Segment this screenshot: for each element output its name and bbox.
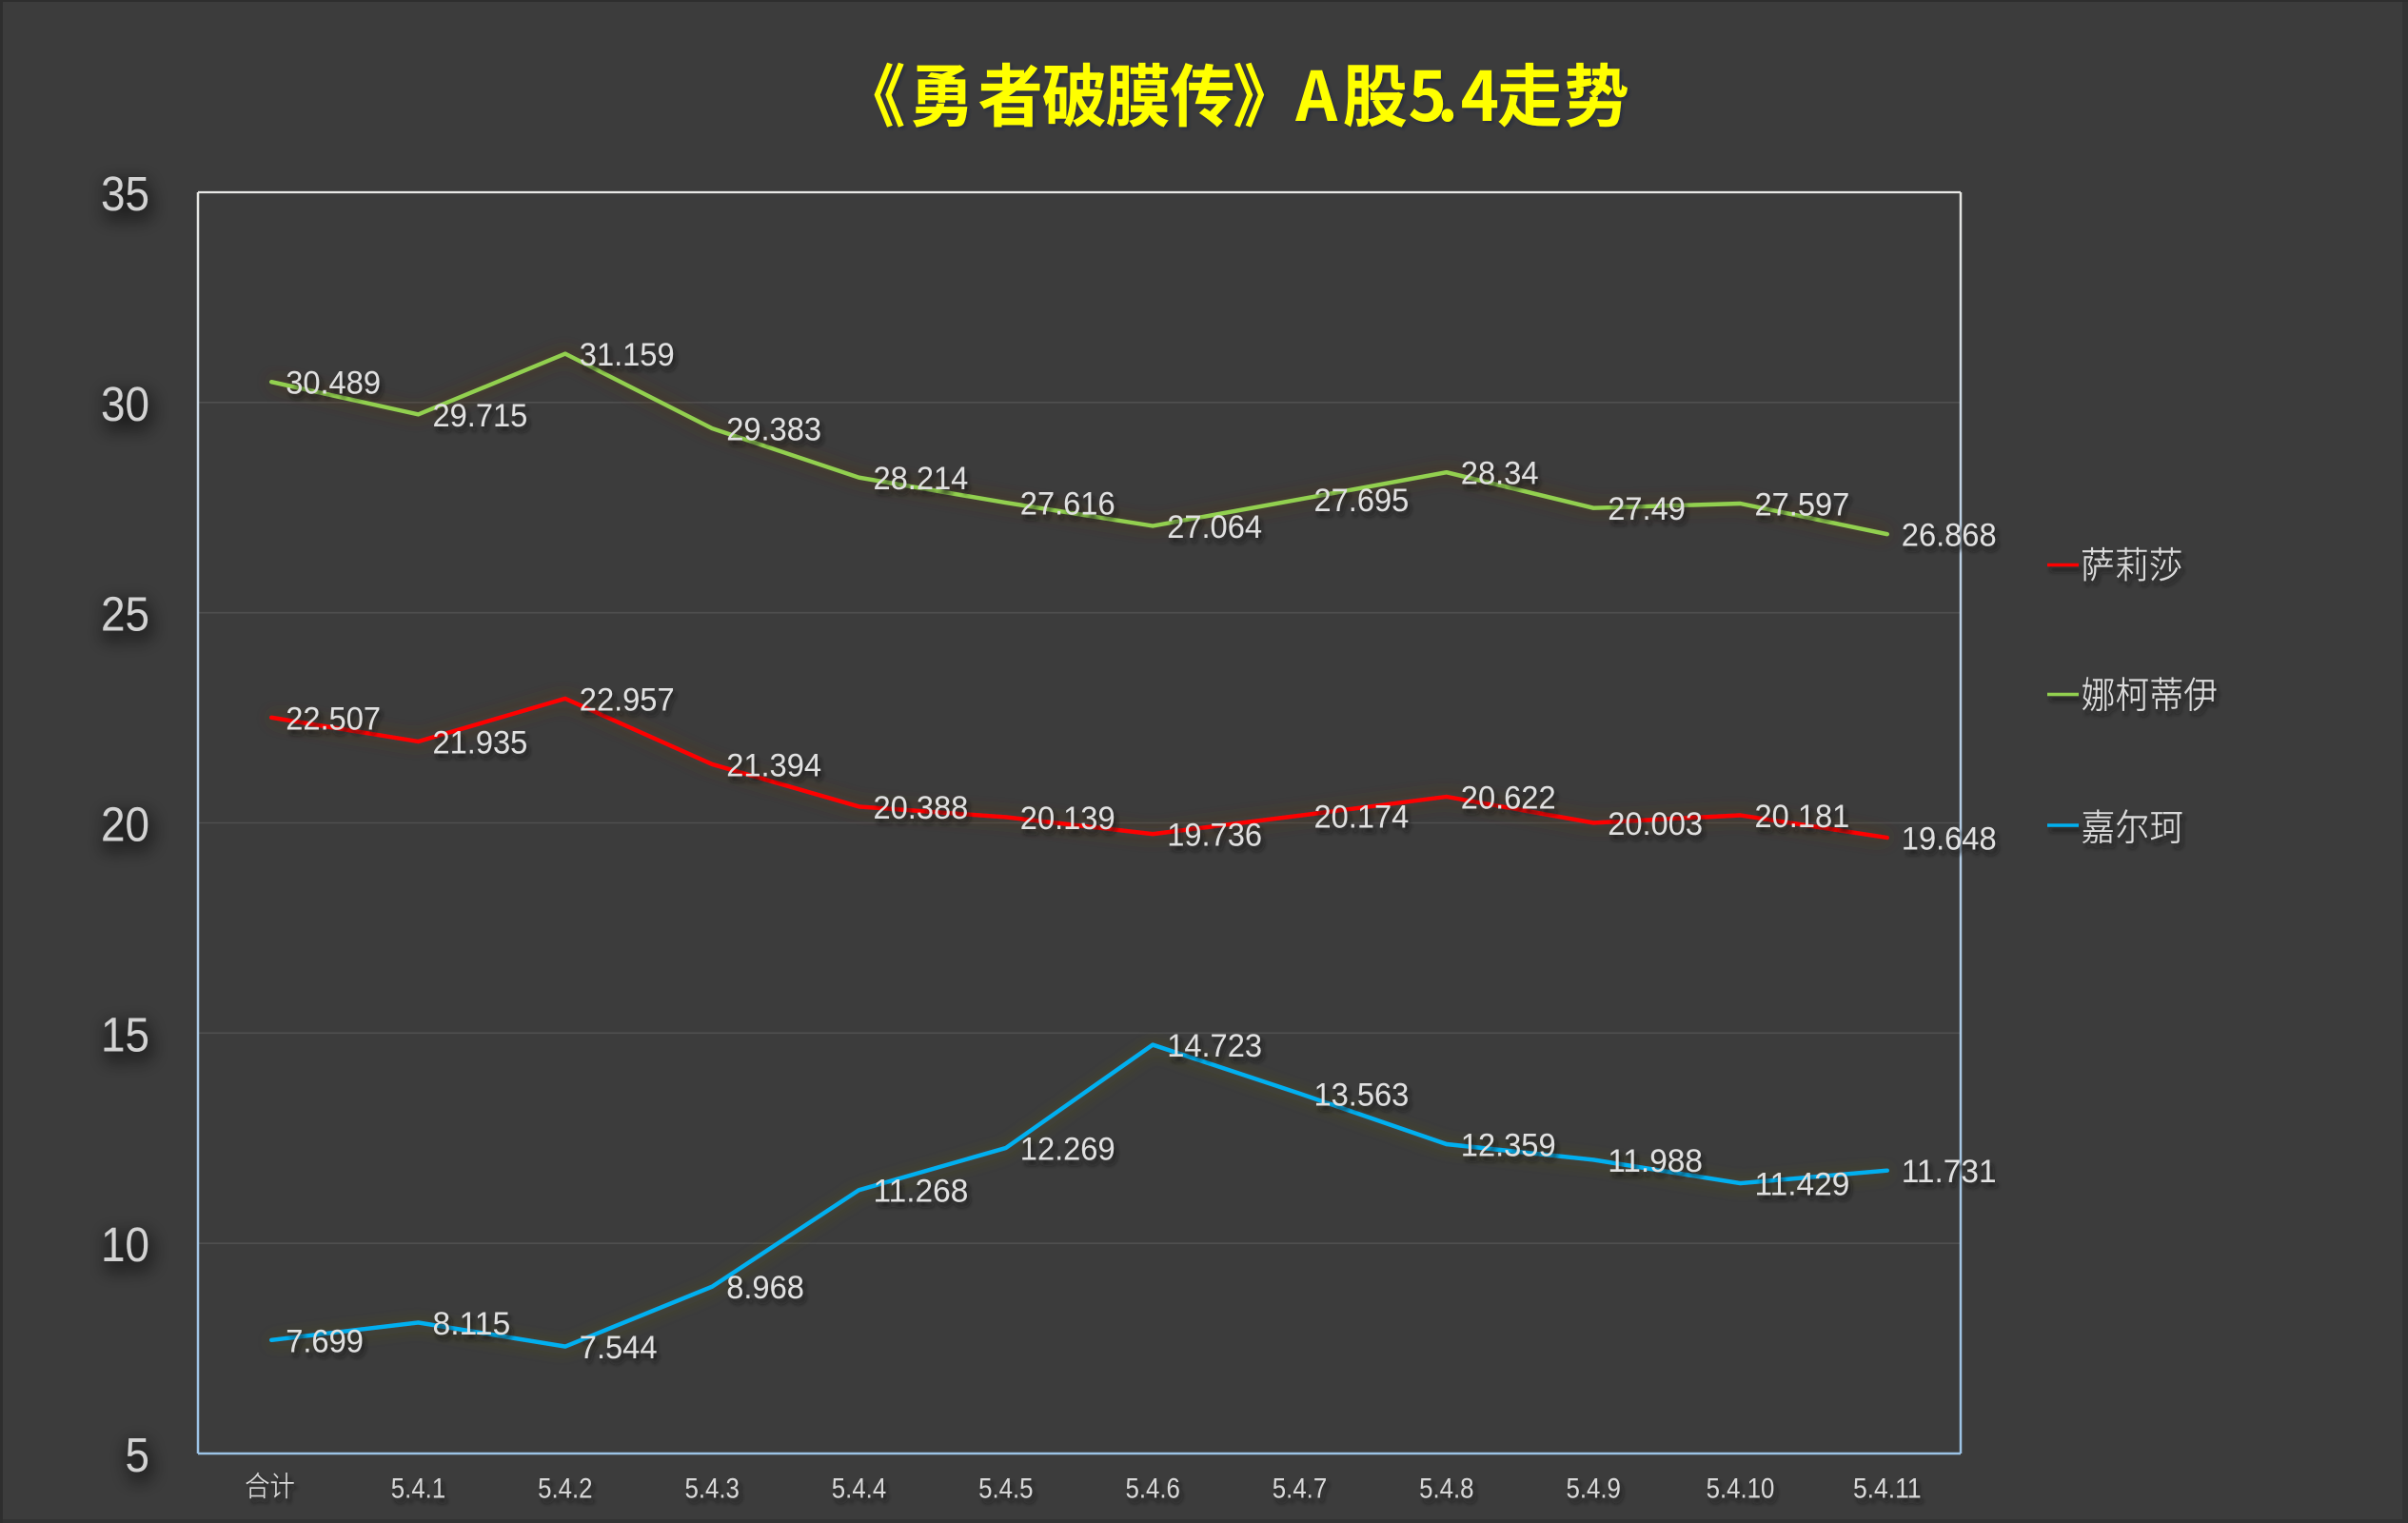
svg-text:5: 5 (126, 1428, 150, 1482)
svg-text:5.4.9: 5.4.9 (1567, 1474, 1621, 1505)
svg-text:20.139: 20.139 (1020, 801, 1115, 837)
svg-text:12.269: 12.269 (1020, 1132, 1115, 1168)
svg-text:20.003: 20.003 (1608, 806, 1703, 842)
svg-text:11.988: 11.988 (1608, 1143, 1703, 1179)
svg-text:27.49: 27.49 (1608, 491, 1686, 527)
svg-text:7.544: 7.544 (580, 1330, 658, 1366)
svg-text:5.4.2: 5.4.2 (538, 1474, 592, 1505)
svg-text:10: 10 (101, 1217, 149, 1272)
svg-text:5.4.4: 5.4.4 (832, 1474, 886, 1505)
svg-text:14.723: 14.723 (1167, 1028, 1262, 1064)
svg-text:27.597: 27.597 (1755, 487, 1850, 524)
svg-text:31.159: 31.159 (580, 337, 675, 373)
svg-text:11.268: 11.268 (874, 1174, 969, 1210)
svg-text:19.736: 19.736 (1167, 818, 1262, 854)
svg-text:5.4.10: 5.4.10 (1707, 1474, 1775, 1505)
svg-text:29.715: 29.715 (433, 398, 528, 434)
svg-text:8.115: 8.115 (433, 1306, 511, 1342)
svg-text:12.359: 12.359 (1461, 1128, 1556, 1164)
svg-text:20.388: 20.388 (874, 790, 969, 826)
svg-text:26.868: 26.868 (1902, 518, 1997, 554)
svg-text:29.383: 29.383 (726, 412, 821, 448)
svg-text:27.064: 27.064 (1167, 509, 1262, 545)
svg-text:11.429: 11.429 (1755, 1167, 1850, 1203)
svg-text:30: 30 (101, 377, 149, 431)
svg-text:11.731: 11.731 (1902, 1154, 1997, 1190)
svg-text:35: 35 (101, 167, 149, 221)
svg-text:5.4.6: 5.4.6 (1126, 1474, 1180, 1505)
svg-text:15: 15 (101, 1007, 149, 1061)
svg-text:25: 25 (101, 587, 149, 642)
svg-text:5.4.11: 5.4.11 (1853, 1474, 1922, 1505)
svg-text:27.616: 27.616 (1020, 486, 1115, 523)
svg-text:8.968: 8.968 (726, 1270, 804, 1306)
svg-text:5.4.8: 5.4.8 (1419, 1474, 1473, 1505)
svg-text:5.4.5: 5.4.5 (978, 1474, 1033, 1505)
svg-text:5.4.1: 5.4.1 (391, 1474, 445, 1505)
svg-text:5.4.7: 5.4.7 (1273, 1474, 1327, 1505)
svg-text:22.507: 22.507 (286, 701, 381, 737)
svg-text:5.4.3: 5.4.3 (685, 1474, 740, 1505)
svg-text:20.174: 20.174 (1314, 799, 1410, 835)
svg-text:19.648: 19.648 (1902, 821, 1997, 858)
svg-text:7.699: 7.699 (286, 1323, 364, 1359)
svg-text:21.394: 21.394 (726, 747, 821, 783)
svg-text:30.489: 30.489 (286, 366, 381, 402)
svg-text:20.622: 20.622 (1461, 781, 1556, 817)
svg-text:28.214: 28.214 (874, 461, 969, 497)
svg-text:21.935: 21.935 (433, 725, 528, 762)
svg-text:13.563: 13.563 (1314, 1077, 1410, 1113)
svg-text:20: 20 (101, 798, 149, 852)
svg-text:20.181: 20.181 (1755, 799, 1850, 835)
svg-text:22.957: 22.957 (580, 682, 675, 718)
svg-text:27.695: 27.695 (1314, 483, 1410, 519)
svg-text:28.34: 28.34 (1461, 456, 1539, 492)
